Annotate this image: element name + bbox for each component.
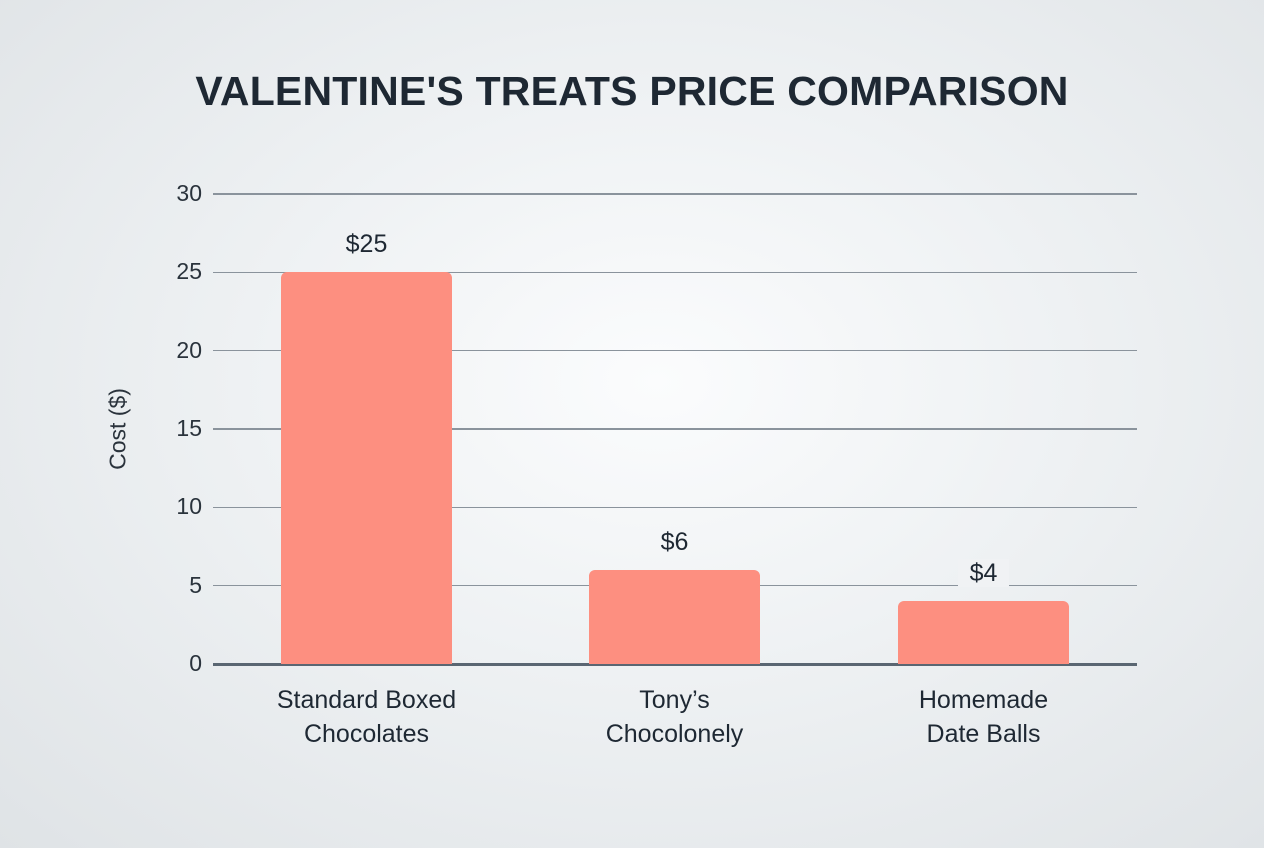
x-category-label: Standard Boxed Chocolates [276,686,457,748]
gridline [213,506,1137,509]
y-tick-label: 5 [189,571,202,598]
y-axis-label: Cost ($) [104,388,131,470]
gridline [213,193,1137,195]
y-tick-label: 25 [176,258,202,285]
bar-value-label: $4 [898,559,1069,588]
bar [589,570,760,664]
gridline [213,349,1137,352]
bar-value-label: $6 [660,528,689,556]
y-tick-label: 30 [176,180,202,206]
bar [898,601,1069,664]
x-category-label: Tony’s Chocolonely [605,686,744,748]
chart-title: VALENTINE'S TREATS PRICE COMPARISON [195,68,1069,114]
bar-value-label: $25 [345,230,388,259]
gridline [213,662,1137,666]
x-category-label: Homemade Date Balls [918,686,1049,748]
gridline [213,271,1137,274]
y-tick-label: 20 [176,336,202,363]
plot-area: $25 $6 $4 [213,193,1137,666]
bar [281,272,452,664]
y-tick-label: 10 [176,493,202,520]
gridline [213,428,1137,430]
y-tick-label: 0 [189,650,202,676]
y-tick-label: 15 [176,415,202,441]
